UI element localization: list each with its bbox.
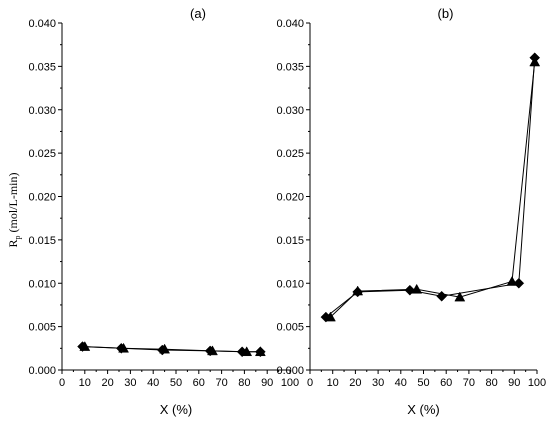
triangle-point-b-0	[325, 311, 336, 322]
x-tick-label-b-0: 0	[307, 377, 313, 389]
y-tick-label-b-6: 0.030	[276, 105, 304, 117]
x-tick-label-b-6: 60	[440, 377, 452, 389]
y-tick-label-b-8: 0.040	[276, 18, 304, 30]
y-axis-title: Rp (mol/L-min)	[6, 172, 22, 247]
x-tick-label-b-4: 40	[395, 377, 407, 389]
series-line-b-1	[330, 61, 536, 318]
y-axis-title-subscript: p	[13, 235, 22, 239]
triangle-point-b-4	[506, 276, 518, 286]
series-line-a-1	[84, 346, 261, 353]
y-axis-title-units: (mol/L-min)	[6, 172, 20, 232]
triangle-point-a-0	[79, 341, 91, 351]
triangle-point-a-1	[118, 342, 129, 353]
x-tick-label-b-8: 80	[485, 377, 497, 389]
triangle-point-a-2	[159, 343, 171, 354]
triangle-point-a-3	[207, 345, 218, 356]
y-tick-label-b-4: 0.020	[276, 192, 304, 204]
x-tick-label-a-8: 80	[238, 377, 250, 389]
x-tick-label-b-1: 10	[327, 377, 339, 389]
y-axis-title-main: R	[6, 239, 20, 247]
y-tick-label-a-4: 0.020	[28, 192, 56, 204]
x-tick-label-a-0: 0	[59, 377, 65, 389]
panel-a: 0 10 20 30 40 50 60 70 80 90 100 0.000 0.005 0.010 0.0…	[28, 6, 299, 417]
x-tick-label-a-2: 20	[101, 377, 113, 389]
y-tick-label-b-7: 0.035	[276, 61, 304, 73]
triangle-point-a-5	[254, 346, 266, 357]
y-tick-label-a-1: 0.005	[28, 322, 56, 334]
y-tick-label-a-8: 0.040	[28, 18, 56, 30]
x-tick-label-b-3: 30	[372, 377, 384, 389]
triangle-point-b-1	[352, 285, 364, 296]
x-tick-label-b-7: 70	[463, 377, 475, 389]
x-tick-label-a-6: 60	[193, 377, 205, 389]
x-tick-label-a-4: 40	[147, 377, 159, 389]
x-axis-title-a: X (%)	[160, 402, 193, 417]
y-tick-label-b-5: 0.025	[276, 148, 304, 160]
y-tick-label-b-1: 0.005	[276, 322, 304, 334]
y-tick-label-b-0: 0.000	[276, 365, 304, 377]
x-tick-label-a-5: 50	[170, 377, 182, 389]
x-tick-label-a-7: 70	[215, 377, 227, 389]
x-tick-label-a-10: 100	[281, 377, 299, 389]
x-tick-label-b-10: 100	[528, 377, 546, 389]
triangle-point-b-5	[529, 56, 541, 67]
y-tick-label-a-6: 0.030	[28, 105, 56, 117]
panel-label-a: (a)	[190, 6, 206, 21]
y-tick-label-a-3: 0.015	[28, 235, 56, 247]
x-tick-label-b-2: 20	[349, 377, 361, 389]
y-tick-label-a-5: 0.025	[28, 148, 56, 160]
triangle-point-b-2	[411, 283, 423, 294]
y-tick-label-a-2: 0.010	[28, 278, 56, 290]
x-axis-title-b: X (%)	[407, 402, 440, 417]
y-tick-label-b-2: 0.010	[276, 278, 304, 290]
triangle-point-a-4	[241, 346, 253, 357]
x-tick-label-a-3: 30	[124, 377, 136, 389]
y-tick-label-a-7: 0.035	[28, 61, 56, 73]
y-tick-label-a-0: 0.000	[28, 365, 56, 377]
x-tick-label-b-5: 50	[417, 377, 429, 389]
panel-label-b: (b)	[438, 6, 454, 21]
x-tick-label-a-9: 90	[261, 377, 273, 389]
x-tick-label-a-1: 10	[79, 377, 91, 389]
x-tick-label-b-9: 90	[508, 377, 520, 389]
panel-b: 0 10 20 30 40 50 60 70 80 90 1000.0000.0050.0100.0…	[276, 6, 546, 417]
y-tick-label-b-3: 0.015	[276, 235, 304, 247]
series-line-b-0	[325, 57, 536, 318]
triangle-point-b-3	[454, 291, 466, 302]
